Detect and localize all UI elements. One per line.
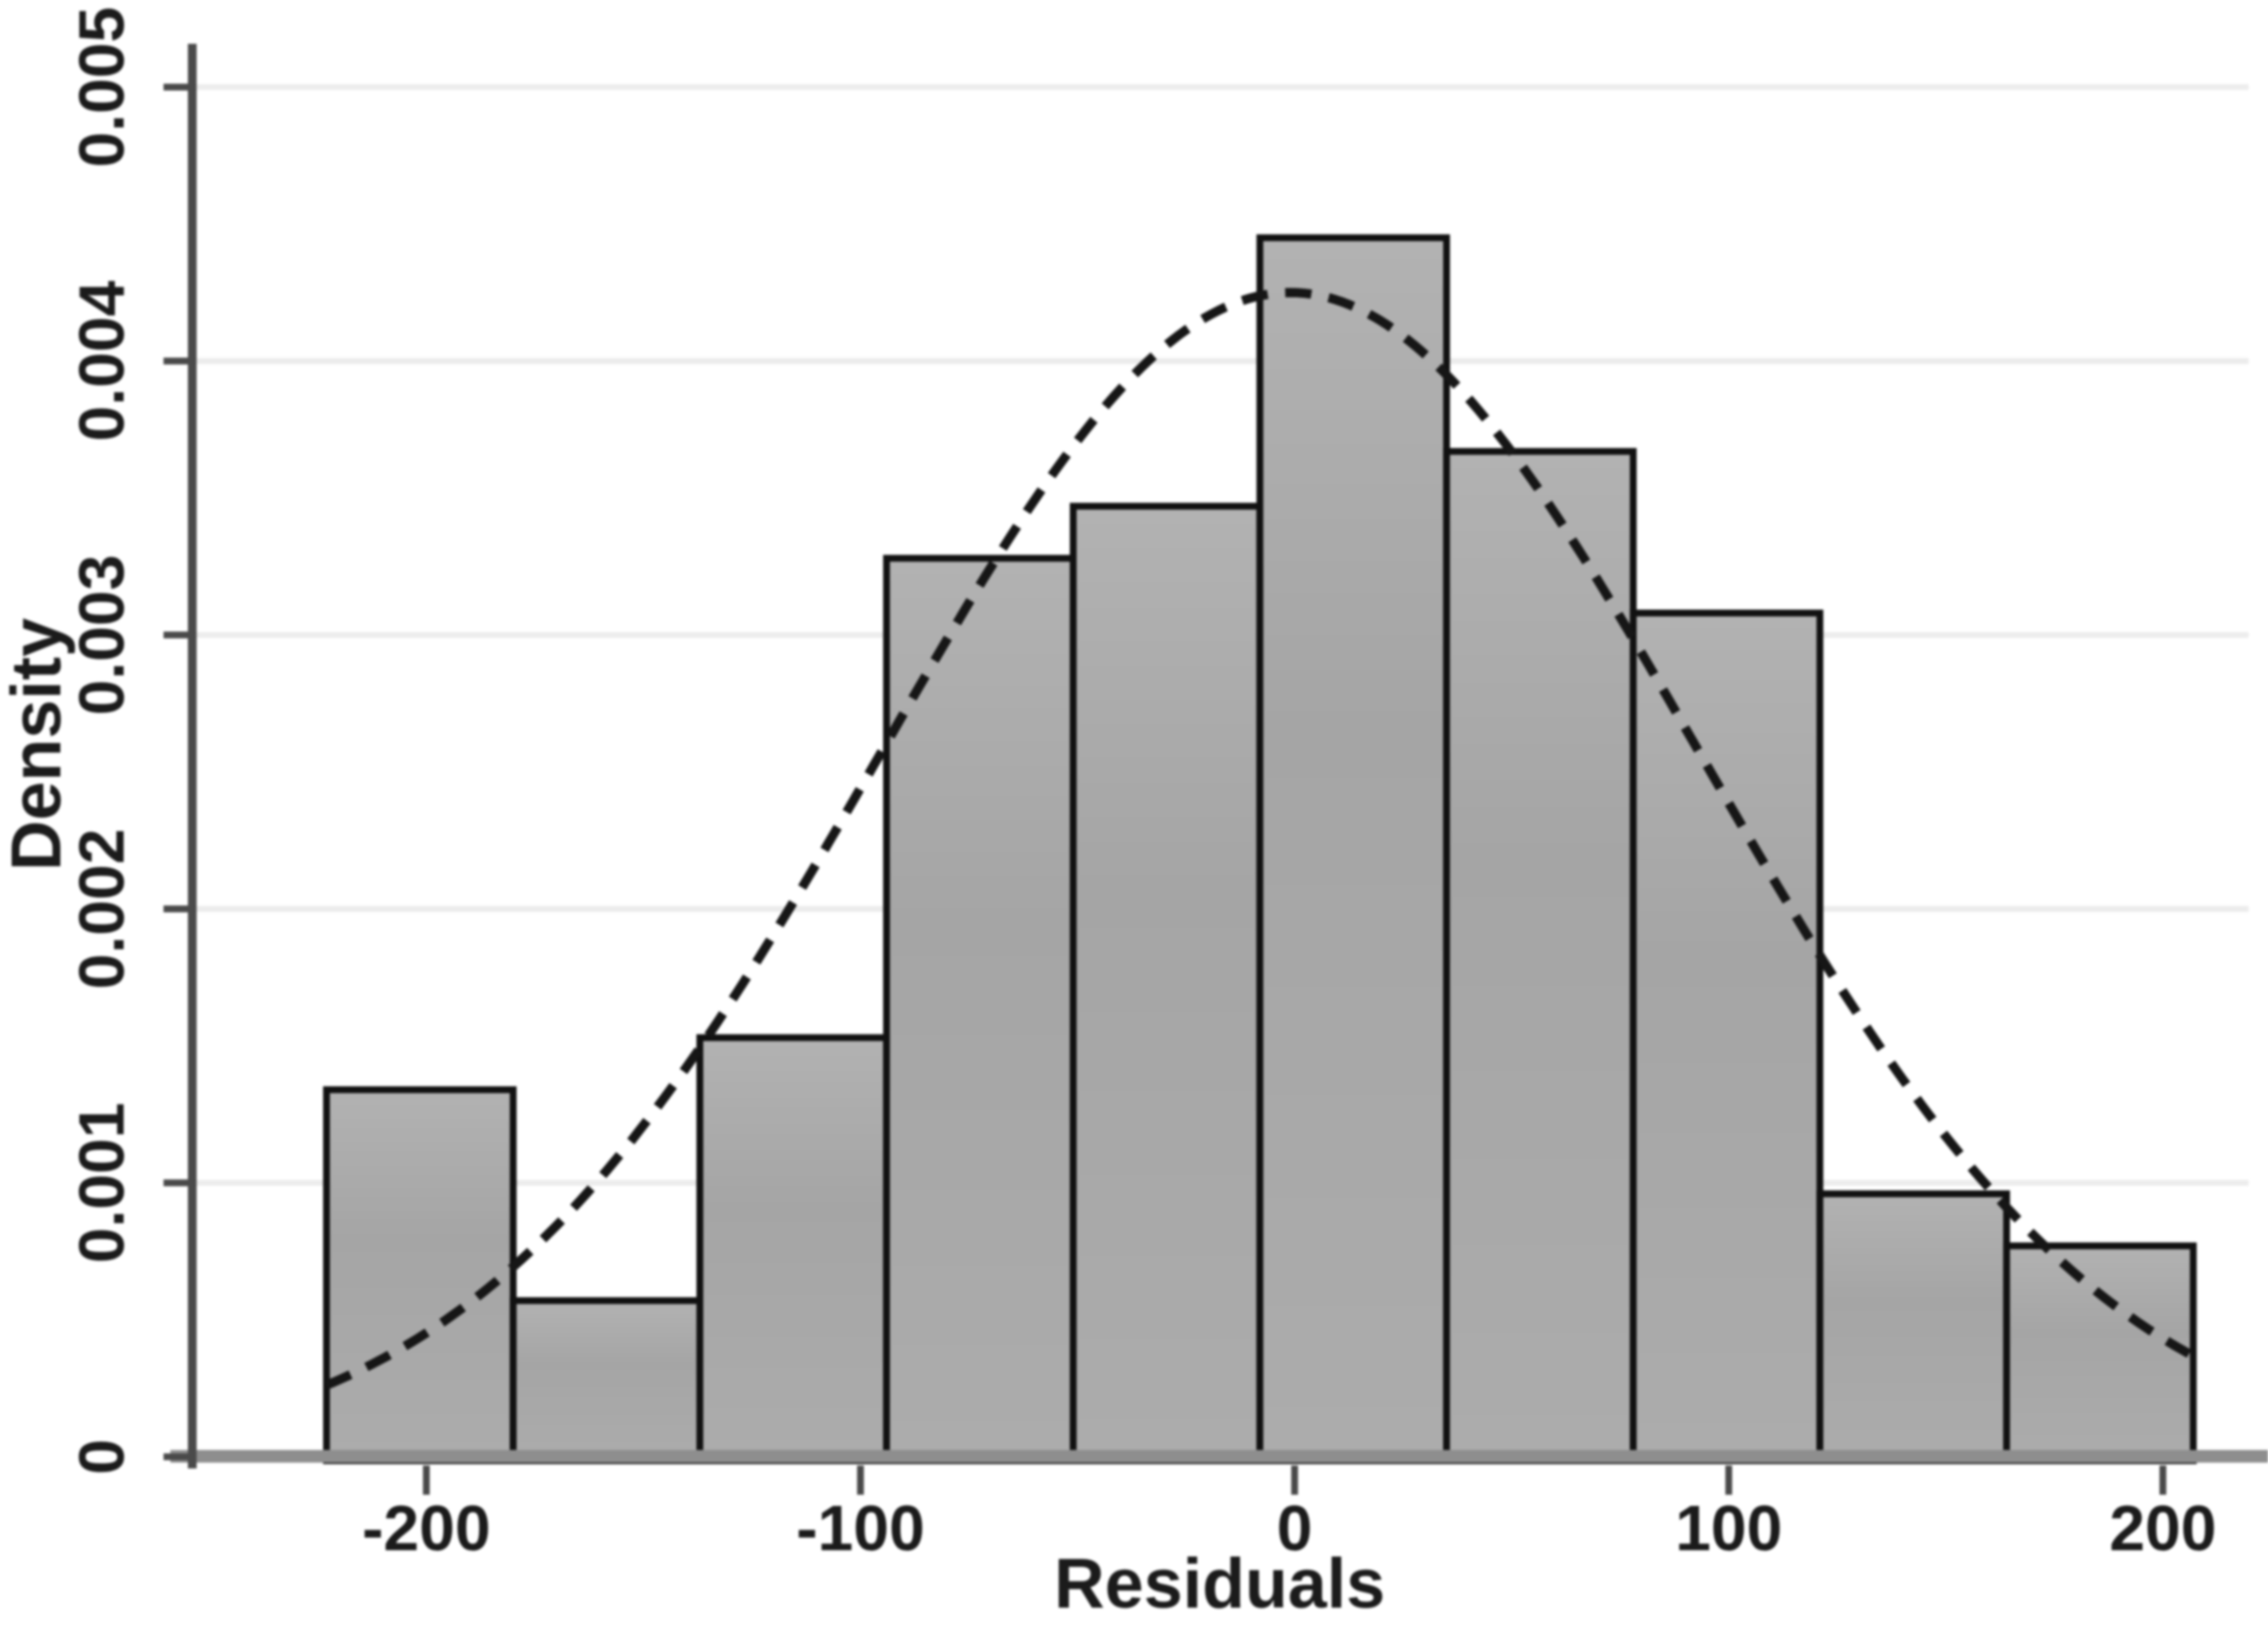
y-tick-label: 0.004 <box>65 280 137 441</box>
histogram-bar <box>1629 609 1824 1465</box>
x-tick-mark <box>422 1466 430 1495</box>
histogram-bar <box>1816 1190 2010 1465</box>
histogram-bar <box>1070 502 1263 1465</box>
x-tick-mark <box>1725 1466 1733 1495</box>
y-tick-mark <box>164 632 192 638</box>
y-tick-label: 0.003 <box>65 555 137 715</box>
histogram-bar <box>509 1297 704 1465</box>
y-tick-label: 0.002 <box>65 828 137 989</box>
normal-density-curve <box>324 287 2192 1390</box>
gridline <box>197 358 2249 364</box>
y-axis-ticks: 0 0.001 0.002 0.003 0.004 0.005 <box>65 7 192 1474</box>
axes <box>170 44 2268 1468</box>
histogram-bar <box>322 1086 517 1465</box>
y-tick-label: 0.001 <box>65 1103 137 1263</box>
histogram-bar <box>696 1033 891 1465</box>
x-axis-ticks: -200 -100 0 100 200 <box>362 1466 2216 1564</box>
x-tick-label: 100 <box>1675 1492 1782 1564</box>
gridline <box>197 84 2249 91</box>
x-axis-title: Residuals <box>1054 1545 1385 1623</box>
y-tick-label: 0 <box>65 1439 137 1475</box>
y-tick-mark <box>164 84 192 91</box>
x-tick-mark <box>857 1466 864 1495</box>
y-axis-title: Density <box>0 618 76 871</box>
histogram-bars <box>322 234 2197 1465</box>
x-tick-mark <box>1291 1466 1299 1495</box>
x-tick-label: 0 <box>1277 1492 1313 1564</box>
x-tick-label: -200 <box>362 1492 491 1564</box>
x-tick-label: 200 <box>2109 1492 2216 1564</box>
y-tick-mark <box>164 1453 192 1461</box>
histogram-bar <box>1443 448 1637 1465</box>
x-axis-line <box>170 1450 2268 1463</box>
y-tick-label: 0.005 <box>65 7 137 167</box>
y-tick-mark <box>164 1179 192 1186</box>
y-tick-mark <box>164 357 192 365</box>
histogram-bar <box>2002 1242 2197 1465</box>
x-tick-label: -100 <box>796 1492 925 1564</box>
y-axis-line <box>188 44 197 1468</box>
histogram-bar <box>1256 234 1450 1465</box>
x-tick-mark <box>2159 1466 2167 1495</box>
y-tick-mark <box>164 905 192 913</box>
